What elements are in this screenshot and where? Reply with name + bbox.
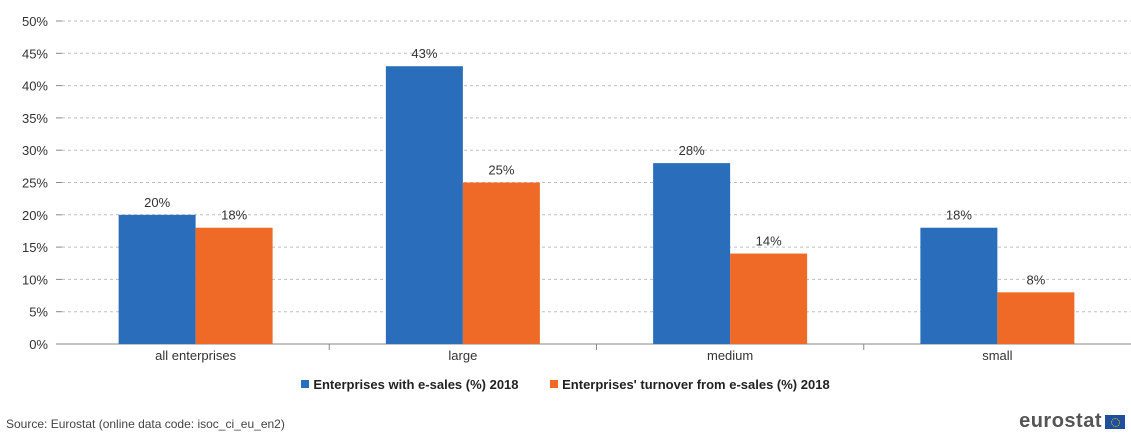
data-label: 14%: [756, 234, 782, 249]
x-category-label: small: [982, 348, 1012, 363]
y-tick-label: 35%: [22, 111, 48, 126]
legend-label-turnover: Enterprises' turnover from e-sales (%) 2…: [562, 376, 830, 392]
data-label: 18%: [221, 208, 247, 223]
y-tick-label: 10%: [22, 272, 48, 287]
bar: [385, 66, 463, 344]
y-tick-label: 15%: [22, 240, 48, 255]
bar: [730, 253, 808, 344]
legend-item-e-sales: Enterprises with e-sales (%) 2018: [301, 376, 519, 392]
eu-flag-icon: [1105, 414, 1125, 429]
legend-item-turnover: Enterprises' turnover from e-sales (%) 2…: [550, 377, 830, 392]
legend-swatch-turnover: [550, 380, 559, 388]
legend-swatch-e-sales: [301, 380, 310, 388]
legend: Enterprises with e-sales (%) 2018 Enterp…: [0, 376, 1131, 392]
y-tick-label: 40%: [22, 79, 48, 94]
x-category-label: large: [448, 348, 477, 363]
source-note: Source: Eurostat (online data code: isoc…: [6, 417, 285, 431]
x-category-label: medium: [707, 348, 753, 363]
bar: [195, 227, 273, 344]
data-label: 25%: [488, 163, 514, 178]
eurostat-logo: eurostat: [1019, 410, 1125, 433]
bar-chart: 0% 5% 10% 15% 20% 25% 30% 35% 40% 45% 50% 20% 18% all…: [22, 14, 1131, 363]
data-label: 8%: [1026, 272, 1045, 287]
y-tick-label: 5%: [29, 305, 48, 320]
data-label: 28%: [679, 143, 705, 158]
bar: [997, 292, 1075, 344]
y-tick-label: 45%: [22, 46, 48, 61]
data-label: 43%: [411, 46, 437, 61]
y-tick-label: 50%: [22, 14, 48, 29]
y-tick-label: 20%: [22, 208, 48, 223]
bar: [653, 163, 731, 344]
logo-text: eurostat: [1019, 410, 1102, 432]
data-label: 18%: [946, 208, 972, 223]
data-label: 20%: [144, 195, 170, 210]
bar: [920, 227, 998, 344]
x-category-label: all enterprises: [155, 348, 236, 363]
bar: [118, 214, 196, 344]
bar: [462, 182, 540, 344]
y-tick-label: 30%: [22, 143, 48, 158]
y-tick-label: 25%: [22, 176, 48, 191]
legend-label-e-sales: Enterprises with e-sales (%) 2018: [313, 376, 519, 392]
y-tick-label: 0%: [29, 337, 48, 352]
